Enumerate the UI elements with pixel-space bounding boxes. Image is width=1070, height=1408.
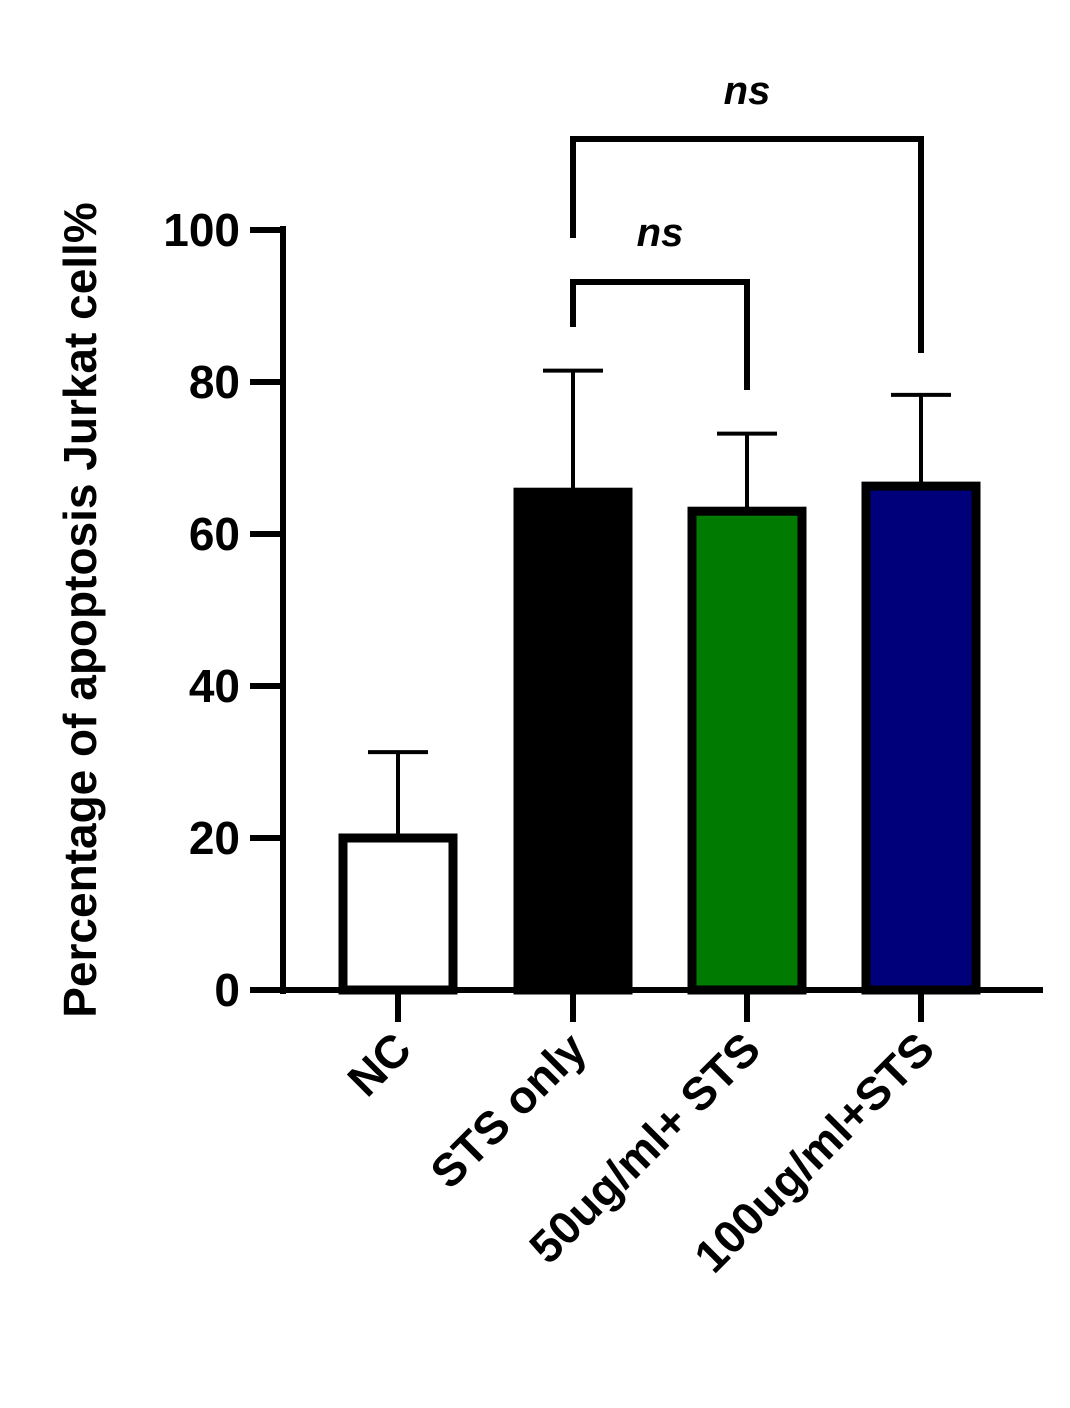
significance-bracket: [570, 279, 750, 390]
bar: [338, 833, 458, 995]
significance-label: ns: [724, 69, 771, 113]
bar: [513, 487, 633, 995]
bar: [687, 506, 807, 995]
y-tick-label: 80: [189, 356, 240, 408]
axes-layer: [250, 226, 1043, 994]
significance-layer: ns ns: [570, 69, 924, 390]
y-axis-label: Percentage of apoptosis Jurkat cell%: [54, 202, 106, 1018]
y-tick-label: 40: [189, 660, 240, 712]
bar: [861, 481, 981, 995]
significance-bracket: [570, 136, 924, 353]
y-tick-label: 60: [189, 508, 240, 560]
y-tick-label: 0: [214, 964, 240, 1016]
bars-layer: [338, 368, 981, 995]
y-tick-label: 20: [189, 812, 240, 864]
category-label: STS only: [420, 1022, 596, 1198]
ticks-layer: 0 20 40 60 80 100: [163, 204, 924, 1022]
significance-label: ns: [637, 211, 684, 255]
y-tick-label: 100: [163, 204, 240, 256]
category-label: NC: [337, 1022, 421, 1106]
